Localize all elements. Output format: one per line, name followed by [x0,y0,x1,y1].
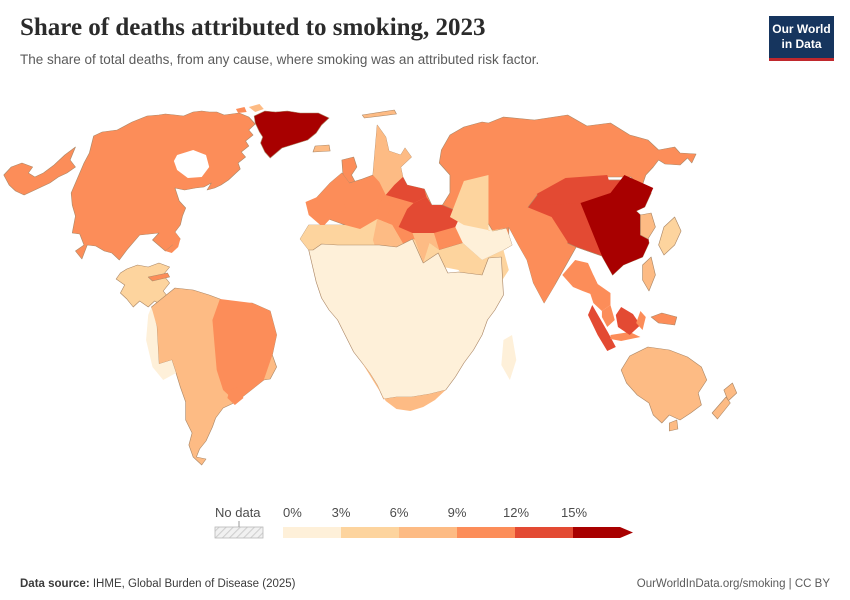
svg-text:No data: No data [215,505,261,520]
svg-text:9%: 9% [448,505,467,520]
svg-text:12%: 12% [503,505,529,520]
svg-text:3%: 3% [332,505,351,520]
svg-text:15%: 15% [561,505,587,520]
svg-text:6%: 6% [390,505,409,520]
svg-text:0%: 0% [283,505,302,520]
